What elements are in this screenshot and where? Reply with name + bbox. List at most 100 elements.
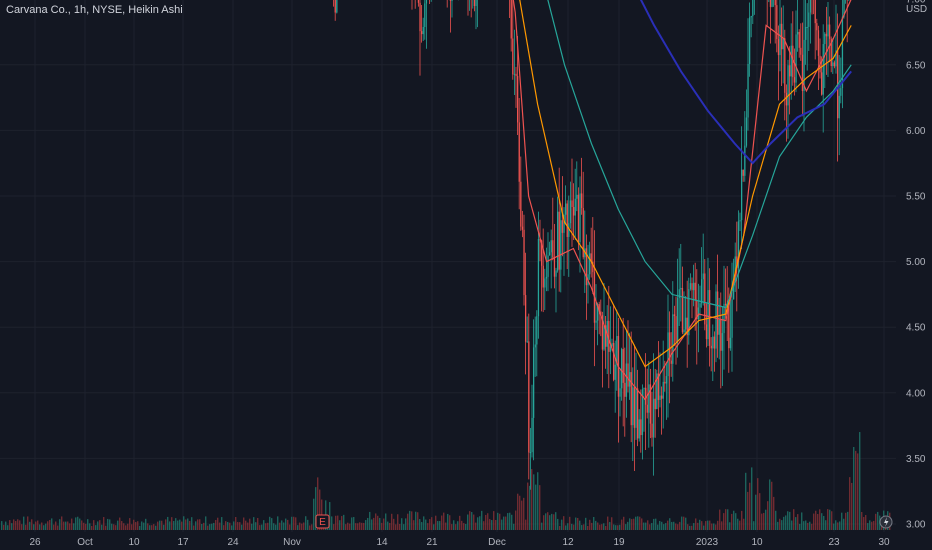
volume-bar	[299, 522, 301, 530]
volume-bar	[641, 518, 643, 530]
candle-body	[536, 316, 538, 345]
volume-bar	[623, 516, 625, 530]
volume-bar	[335, 515, 337, 530]
candle-body	[752, 0, 754, 17]
volume-bar	[369, 511, 371, 530]
candle-body	[729, 337, 732, 349]
volume-bar	[843, 518, 845, 530]
volume-bar	[585, 517, 587, 530]
candle-body	[572, 207, 575, 216]
volume-bar	[119, 517, 121, 530]
candle-body	[670, 360, 672, 364]
volume-bar	[147, 523, 149, 530]
volume-bar	[613, 524, 615, 530]
volume-bar	[419, 519, 421, 530]
volume-bar	[343, 514, 345, 530]
candle-body	[825, 33, 828, 37]
candle-body	[779, 23, 781, 56]
volume-bar	[773, 496, 775, 530]
volume-bar	[491, 520, 493, 530]
candle-body	[816, 23, 818, 31]
volume-bar	[873, 520, 875, 530]
volume-bar	[771, 481, 773, 530]
volume-bar	[747, 491, 749, 530]
volume-bar	[595, 520, 597, 530]
volume-bar	[319, 489, 321, 530]
candle-body	[827, 24, 829, 37]
volume-bar	[181, 521, 183, 530]
volume-bar	[349, 523, 351, 530]
y-tick-label: 4.50	[906, 323, 926, 334]
volume-bar	[123, 523, 125, 530]
y-tick-label: 7.00	[906, 0, 926, 6]
candle-body	[792, 45, 794, 78]
volume-bar	[845, 512, 847, 530]
volume-bar	[639, 516, 641, 530]
volume-bar	[571, 523, 573, 530]
volume-bar	[481, 510, 483, 530]
volume-bar	[797, 514, 799, 530]
candle-body	[748, 17, 751, 64]
volume-bar	[253, 517, 255, 530]
candle-body	[721, 333, 724, 351]
volume-bar	[575, 517, 577, 530]
candle-body	[828, 24, 831, 39]
volume-bar	[301, 523, 303, 530]
volume-bar	[49, 519, 51, 530]
candle-body	[776, 5, 778, 40]
chart-title: Carvana Co., 1h, NYSE, Heikin Ashi	[6, 4, 183, 16]
volume-bar	[605, 525, 607, 530]
candle-body	[838, 95, 840, 119]
volume-bar	[687, 524, 689, 530]
candle-body	[660, 395, 663, 399]
volume-bar	[29, 521, 31, 530]
volume-bar	[107, 518, 109, 530]
volume-bar	[457, 521, 459, 530]
volume-bar	[499, 513, 501, 530]
volume-bar	[831, 511, 833, 530]
candle-body	[710, 345, 712, 349]
volume-bar	[25, 524, 27, 530]
volume-bar	[87, 519, 89, 530]
y-tick-label: 5.50	[906, 192, 926, 203]
volume-bar	[71, 518, 73, 530]
volume-bar	[517, 493, 519, 530]
volume-bar	[633, 518, 635, 530]
volume-bar	[645, 522, 647, 530]
volume-bar	[619, 524, 621, 530]
volume-bar	[379, 517, 381, 530]
volume-bar	[593, 516, 595, 530]
volume-bar	[243, 517, 245, 530]
volume-bar	[447, 513, 449, 530]
candle-body	[820, 72, 823, 95]
volume-bar	[411, 511, 413, 530]
volume-bar	[473, 514, 475, 530]
candle-body	[518, 122, 520, 182]
candle-body	[689, 283, 692, 290]
volume-bar	[769, 479, 771, 530]
volume-bar	[501, 519, 503, 530]
volume-bar	[529, 485, 531, 530]
candle-body	[611, 343, 613, 347]
volume-bar	[475, 522, 477, 530]
volume-bar	[459, 515, 461, 530]
volume-bar	[851, 482, 853, 530]
volume-bar	[433, 524, 435, 530]
candle-body	[544, 278, 546, 288]
candle-body	[697, 307, 700, 320]
volume-bar	[717, 520, 719, 530]
volume-bar	[859, 432, 861, 530]
volume-bar	[413, 520, 415, 530]
volume-bar	[721, 521, 723, 530]
candle-body	[547, 255, 549, 277]
volume-bar	[803, 521, 805, 530]
volume-bar	[675, 523, 677, 530]
volume-bar	[73, 523, 75, 530]
volume-bar	[429, 519, 431, 530]
volume-bar	[535, 484, 537, 530]
volume-bar	[235, 516, 237, 530]
volume-bar	[365, 520, 367, 530]
volume-bar	[39, 524, 41, 530]
